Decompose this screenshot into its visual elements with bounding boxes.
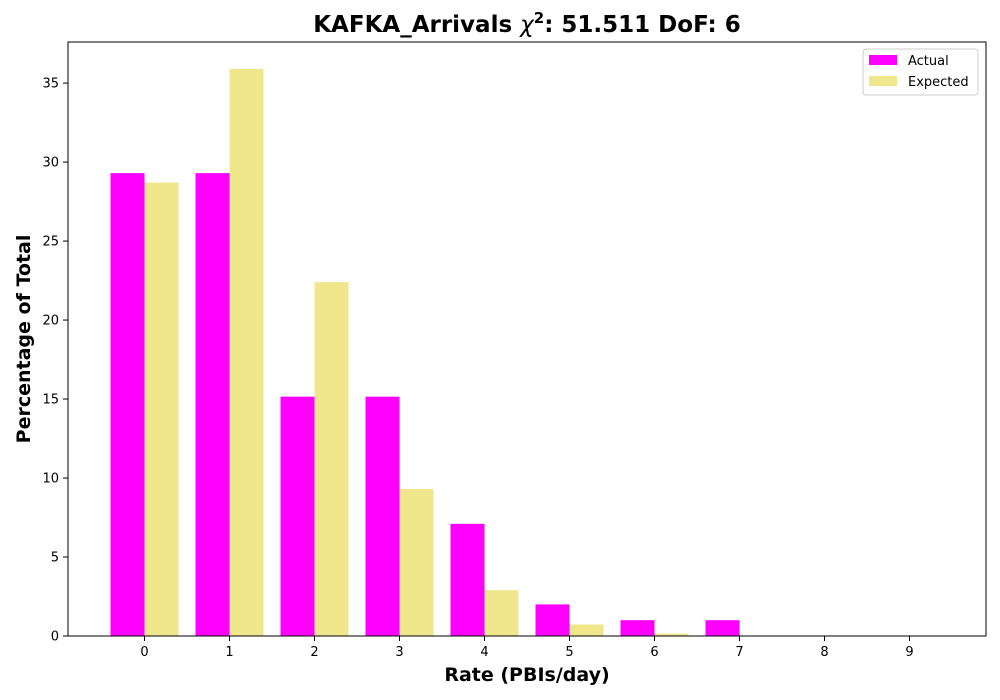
x-tick-label: 6 [650, 645, 658, 660]
legend-swatch-actual [869, 55, 897, 65]
legend-swatch-expected [869, 76, 897, 86]
chart-title: KAFKA_Arrivals χ2: 51.511 DoF: 6 [313, 9, 741, 38]
y-tick-label: 15 [42, 393, 59, 408]
x-tick-label: 0 [140, 645, 148, 660]
bar-actual-3 [365, 396, 400, 636]
y-axis-ticks: 0 5 10 15 20 25 30 35 [42, 77, 68, 645]
x-axis-ticks: 0 1 2 3 4 5 6 7 8 9 [140, 636, 914, 660]
x-tick-label: 2 [310, 645, 318, 660]
title-superscript: 2 [534, 9, 544, 27]
bar-expected-0 [144, 182, 179, 636]
bar-actual-4 [450, 523, 485, 636]
y-tick-label: 10 [42, 472, 59, 487]
y-axis-label: Percentage of Total [13, 235, 35, 444]
plot-frame [67, 41, 987, 637]
title-prefix: KAFKA_Arrivals [313, 12, 520, 38]
bar-actual-1 [195, 173, 230, 636]
legend: Actual Expected [862, 48, 979, 96]
x-tick-label: 5 [565, 645, 573, 660]
bar-expected-6 [654, 633, 689, 636]
y-tick-label: 35 [42, 77, 59, 92]
x-tick-label: 3 [395, 645, 403, 660]
x-tick-label: 4 [480, 645, 488, 660]
x-tick-label: 9 [905, 645, 913, 660]
bar-expected-2 [314, 282, 349, 636]
title-chi: χ [518, 12, 535, 38]
bar-expected-1 [229, 68, 264, 636]
bar-actual-6 [620, 620, 655, 636]
bar-expected-5 [569, 624, 604, 636]
plot-area [110, 68, 774, 636]
y-tick-label: 0 [51, 630, 59, 645]
x-tick-label: 1 [225, 645, 233, 660]
y-tick-label: 30 [42, 156, 59, 171]
bar-expected-3 [399, 489, 434, 636]
title-suffix: : 51.511 DoF: 6 [544, 12, 741, 38]
bar-actual-2 [280, 396, 315, 636]
legend-label-actual: Actual [908, 54, 949, 69]
bar-actual-7 [705, 620, 740, 636]
x-axis-label: Rate (PBIs/day) [444, 664, 609, 686]
legend-label-expected: Expected [908, 75, 969, 90]
y-tick-label: 5 [51, 551, 59, 566]
y-tick-label: 25 [42, 235, 59, 250]
bar-expected-4 [484, 590, 519, 636]
y-tick-label: 20 [42, 314, 59, 329]
bar-actual-0 [110, 173, 145, 636]
bar-actual-5 [535, 604, 570, 636]
x-tick-label: 8 [820, 645, 828, 660]
x-tick-label: 7 [735, 645, 743, 660]
